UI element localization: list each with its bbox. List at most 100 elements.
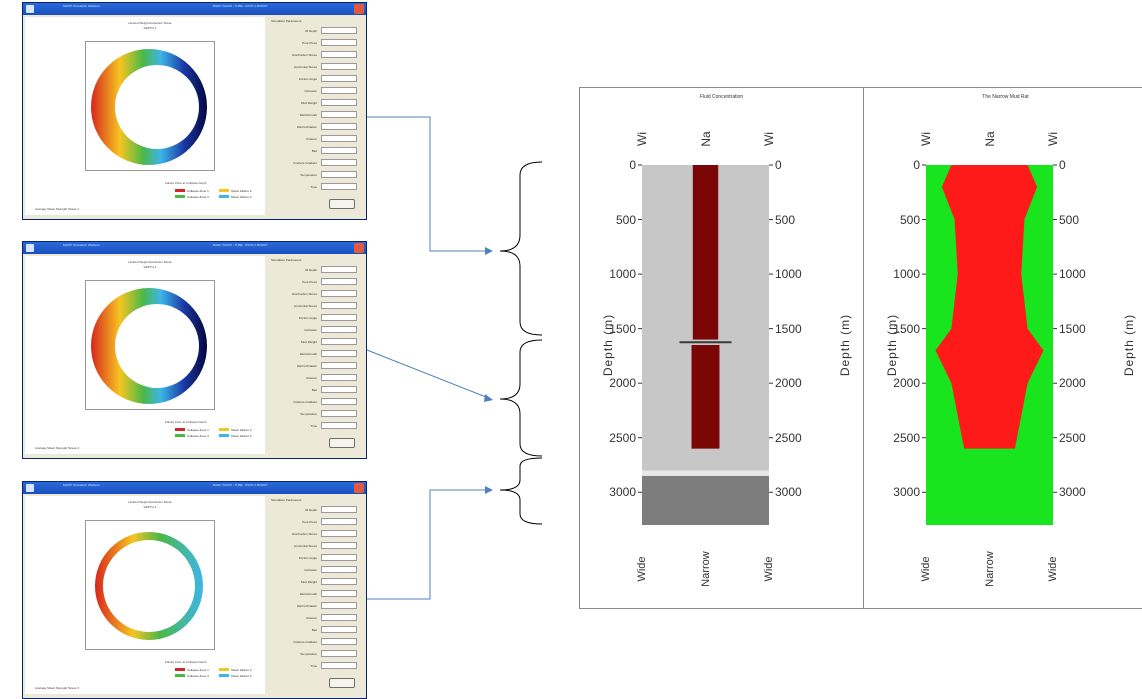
legend-swatch [219, 668, 229, 671]
parameter-field[interactable] [321, 314, 357, 321]
brace-3 [499, 457, 543, 525]
parameter-row: Overburden Stress [267, 290, 363, 298]
parameter-field[interactable] [321, 554, 357, 561]
parameter-row: Horizontal Stress [267, 302, 363, 310]
ok-button[interactable] [329, 438, 355, 448]
legend-label: Shear Failure 4 [231, 674, 252, 678]
parameter-row: Horizontal Stress [267, 542, 363, 550]
parameter-field[interactable] [321, 51, 357, 58]
chart-plot-area [922, 164, 1057, 525]
parameter-field[interactable] [321, 290, 357, 297]
parameter-field[interactable] [321, 27, 357, 34]
narrow-window-bar [692, 165, 719, 340]
parameter-label: ID Depth [305, 508, 317, 512]
parameter-field[interactable] [321, 302, 357, 309]
parameter-label: Pore Press [302, 280, 317, 284]
parameter-field[interactable] [321, 626, 357, 633]
plot-title: Hoisted Weight Extraction Shear [128, 21, 172, 25]
parameter-field[interactable] [321, 614, 357, 621]
parameter-field[interactable] [321, 183, 357, 190]
parameter-label: Pore Press [302, 520, 317, 524]
parameter-field[interactable] [321, 566, 357, 573]
parameter-row: Biot [267, 626, 363, 634]
parameter-field[interactable] [321, 578, 357, 585]
parameter-field[interactable] [321, 75, 357, 82]
parameter-field[interactable] [321, 111, 357, 118]
parameter-field[interactable] [321, 87, 357, 94]
window-title: MAPIK Simulation Wellbore [63, 4, 100, 8]
parameter-label: Time [310, 424, 317, 428]
parameter-field[interactable] [321, 362, 357, 369]
parameter-field[interactable] [321, 422, 357, 429]
parameter-field[interactable] [321, 326, 357, 333]
parameter-field[interactable] [321, 542, 357, 549]
parameter-label: Mud Weight [301, 340, 317, 344]
parameter-label: Mud Weight [301, 580, 317, 584]
parameter-field[interactable] [321, 338, 357, 345]
parameter-field[interactable] [321, 650, 357, 657]
parameter-field[interactable] [321, 266, 357, 273]
y-tick-label-left: 1500 [893, 321, 920, 336]
window-titlebar[interactable]: MAPIK Simulation Wellbore BARU TALVIS - T… [23, 242, 366, 254]
parameter-field[interactable] [321, 159, 357, 166]
app-icon [26, 5, 34, 13]
parameter-field[interactable] [321, 278, 357, 285]
parameter-label: Pore Press [302, 41, 317, 45]
close-icon[interactable] [354, 483, 364, 493]
narrow-mud-chart: The Narrow Mud Rat Wi Na Wi Wide Narrow Wide De… [863, 87, 1142, 609]
legend-label: Collapse Zone 3 [187, 195, 209, 199]
chart-plot-area [638, 164, 773, 525]
parameter-label: ID Depth [305, 268, 317, 272]
parameter-field[interactable] [321, 662, 357, 669]
legend-label: Collapse Zone 3 [187, 674, 209, 678]
parameter-row: Friction Angle [267, 554, 363, 562]
simulation-window-3: MAPIK Simulation Wellbore BARU TALVIS - T… [22, 481, 367, 699]
parameter-label: Mud Weight [301, 101, 317, 105]
legend-title: Failure Zone at Collapse Depth [165, 420, 207, 424]
window-titlebar[interactable]: MAPIK Simulation Wellbore BARU TALVIS - T… [23, 482, 366, 494]
window-titlebar[interactable]: MAPIK Simulation Wellbore BARU TALVIS - T… [23, 3, 366, 15]
legend-swatch [219, 195, 229, 198]
parameter-field[interactable] [321, 602, 357, 609]
simulation-window-2: MAPIK Simulation Wellbore BARU TALVIS - T… [22, 241, 367, 459]
parameter-field[interactable] [321, 135, 357, 142]
parameter-row: Well Inclination [267, 362, 363, 370]
parameter-label: Temperature [300, 652, 317, 656]
parameter-row: Well Azimuth [267, 111, 363, 119]
parameter-field[interactable] [321, 63, 357, 70]
parameter-row: ID Depth [267, 506, 363, 514]
parameter-field[interactable] [321, 39, 357, 46]
y-tick-label-right: 1000 [775, 267, 802, 282]
parameter-field[interactable] [321, 147, 357, 154]
parameter-row: Pore Press [267, 278, 363, 286]
legend-title: Failure Zone at Collapse Depth [165, 660, 207, 664]
ok-button[interactable] [329, 678, 355, 688]
parameter-row: Well Azimuth [267, 590, 363, 598]
parameter-field[interactable] [321, 590, 357, 597]
parameter-label: Cohesion [304, 568, 317, 572]
parameter-field[interactable] [321, 506, 357, 513]
plot-subtitle: DEPTH 3 [143, 505, 157, 509]
parameter-field[interactable] [321, 350, 357, 357]
parameter-label: Well Azimuth [299, 592, 317, 596]
parameter-row: Cohesion [267, 326, 363, 334]
parameter-field[interactable] [321, 171, 357, 178]
close-icon[interactable] [354, 243, 364, 253]
status-text: Average Shear Strength Stress 1 [35, 207, 79, 211]
status-text: Average Shear Strength Stress 2 [35, 446, 79, 450]
parameter-field[interactable] [321, 638, 357, 645]
parameter-row: Time [267, 662, 363, 670]
simulation-window-1: MAPIK Simulation Wellbore BARU TALVIS - T… [22, 2, 367, 220]
parameter-field[interactable] [321, 386, 357, 393]
parameter-field[interactable] [321, 530, 357, 537]
parameter-field[interactable] [321, 374, 357, 381]
parameter-field[interactable] [321, 518, 357, 525]
ok-button[interactable] [329, 199, 355, 209]
parameter-field[interactable] [321, 99, 357, 106]
parameter-field[interactable] [321, 123, 357, 130]
y-tick-label-left: 2500 [893, 430, 920, 445]
parameter-field[interactable] [321, 398, 357, 405]
parameter-field[interactable] [321, 410, 357, 417]
parameter-label: Friction Angle [298, 556, 317, 560]
close-icon[interactable] [354, 4, 364, 14]
